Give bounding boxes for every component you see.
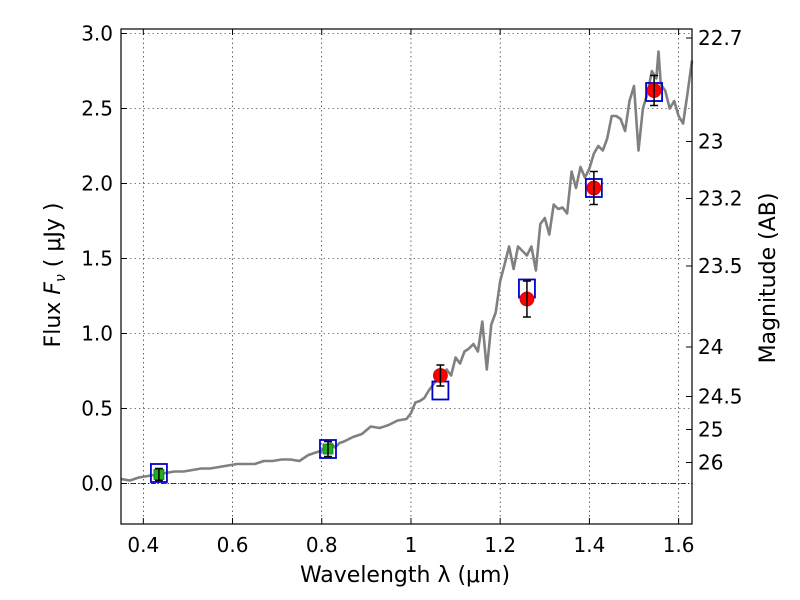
right-tick-label: 25 — [698, 418, 723, 442]
spectrum-layer — [120, 50, 694, 482]
right-tick-label: 23 — [698, 130, 723, 154]
plot-frame — [120, 28, 693, 525]
y-tick-label: 2.0 — [81, 172, 113, 196]
right-tick-label: 23.2 — [698, 187, 743, 211]
x-tick-label: 1.4 — [573, 533, 605, 557]
y-tick-label: 0.0 — [81, 472, 113, 496]
right-tick-label: 24 — [698, 335, 723, 359]
right-tick-label: 26 — [698, 451, 723, 475]
right-tick-label: 22.7 — [698, 26, 743, 50]
y-tick-label: 1.5 — [81, 247, 113, 271]
spectrum-line — [120, 50, 694, 482]
x-tick-label: 1.2 — [484, 533, 516, 557]
x-tick-label: 0.8 — [306, 533, 338, 557]
right-tick-label: 23.5 — [698, 254, 743, 278]
y-tick-label: 3.0 — [81, 22, 113, 46]
x-tick-label: 1.6 — [663, 533, 695, 557]
y-tick-label: 0.5 — [81, 397, 113, 421]
right-tick-label: 24.5 — [698, 385, 743, 409]
y-tick-label: 2.5 — [81, 97, 113, 121]
y-tick-label: 1.0 — [81, 322, 113, 346]
tick-layer: 0.4 0.6 0.8 1 1.2 1.4 1.6 0.0 0.5 1.0 1.5 2.0 2.5 3.0… — [81, 22, 742, 558]
x-tick-label: 1 — [405, 533, 418, 557]
marker-layer — [150, 74, 663, 483]
model-point-marker — [319, 439, 337, 459]
x-tick-label: 0.4 — [127, 533, 159, 557]
y-axis-label: Flux Fν ( μJy ) — [41, 203, 69, 348]
x-tick-label: 0.6 — [217, 533, 249, 557]
y-axis-label-right: Magnitude (AB) — [756, 193, 781, 364]
x-axis-label: Wavelength λ (μm) — [300, 563, 510, 588]
model-point-marker — [150, 463, 168, 483]
